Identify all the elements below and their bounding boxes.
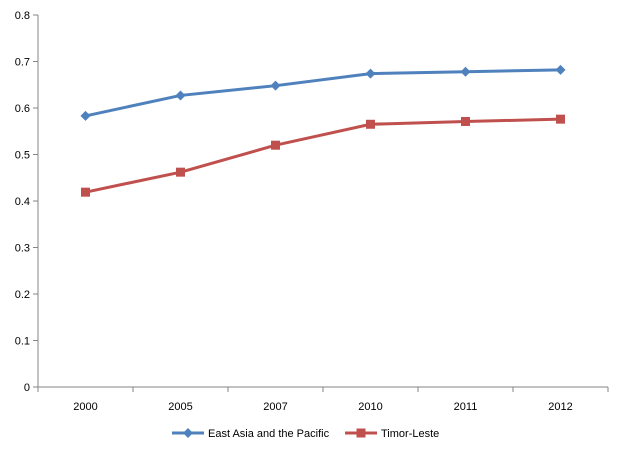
y-tick-label: 0.6	[15, 103, 30, 115]
legend-marker	[356, 428, 366, 438]
x-tick-label: 2005	[168, 401, 192, 413]
x-tick-label: 2007	[263, 401, 287, 413]
data-point	[365, 68, 376, 79]
y-tick-label: 0.5	[15, 150, 30, 162]
data-point	[460, 66, 471, 77]
chart-legend: East Asia and the Pacific Timor-Leste	[172, 428, 439, 440]
series-line	[85, 117, 561, 194]
x-tick-label: 2011	[454, 401, 478, 413]
data-point	[176, 167, 185, 177]
series-0	[80, 64, 566, 121]
legend-label: Timor-Leste	[381, 428, 439, 440]
series-1	[81, 114, 565, 197]
data-point	[556, 114, 565, 124]
y-tick-label: 0.1	[15, 336, 30, 348]
data-point	[555, 64, 566, 75]
y-tick-label: 0.2	[15, 289, 30, 301]
x-tick-label: 2012	[548, 401, 572, 413]
y-tick-label: 0.7	[15, 57, 30, 69]
y-tick-label: 0.4	[15, 196, 30, 208]
y-tick-label: 0.3	[15, 243, 30, 255]
y-tick-label: 0	[24, 382, 30, 394]
data-point	[366, 119, 375, 129]
series-layer	[80, 64, 566, 197]
legend-item: East Asia and the Pacific	[172, 428, 330, 440]
x-tick-label: 2010	[358, 401, 382, 413]
legend-item: Timor-Leste	[345, 428, 439, 440]
data-point	[175, 90, 186, 101]
data-point	[270, 80, 281, 91]
series-line	[85, 68, 561, 118]
data-point	[271, 140, 280, 150]
chart-axes: 0 0.1 0.2 0.3 0.4 0.5 0.6 0.7 0.8 2000 2005 2007 201…	[15, 10, 609, 413]
legend-label: East Asia and the Pacific	[208, 428, 330, 440]
data-point	[461, 116, 470, 126]
data-point	[81, 187, 90, 197]
data-point	[80, 110, 91, 121]
legend-marker	[183, 428, 193, 438]
x-tick-label: 2000	[73, 401, 97, 413]
y-tick-label: 0.8	[15, 10, 30, 22]
